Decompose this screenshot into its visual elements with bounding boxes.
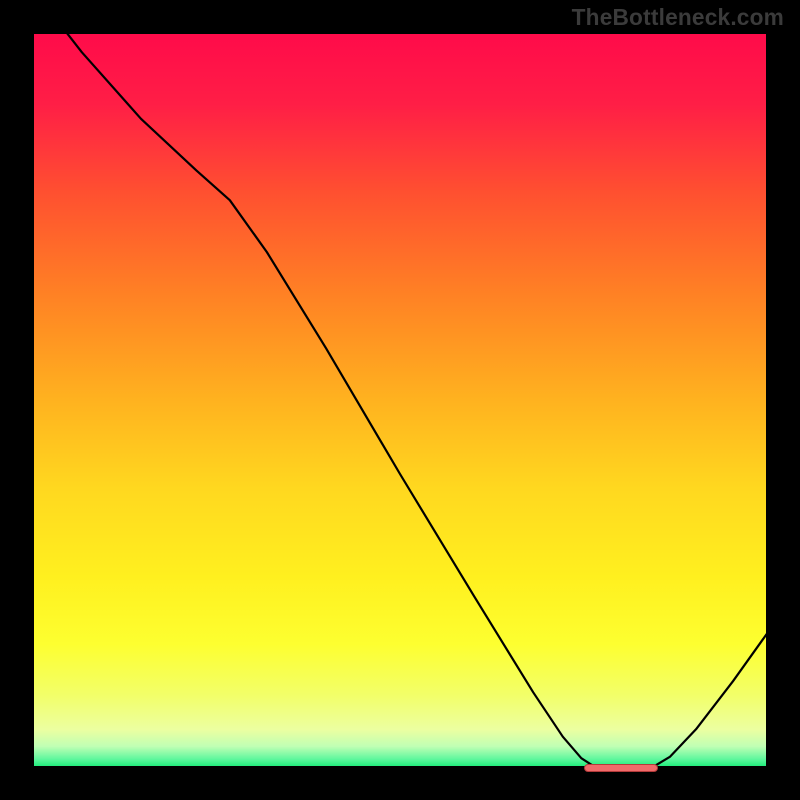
gradient-fill xyxy=(30,30,770,770)
plot-area xyxy=(30,30,770,770)
attribution-text: TheBottleneck.com xyxy=(572,4,784,31)
plot-svg xyxy=(30,30,770,770)
chart-container: TheBottleneck.com xyxy=(0,0,800,800)
min-marker xyxy=(584,764,658,773)
